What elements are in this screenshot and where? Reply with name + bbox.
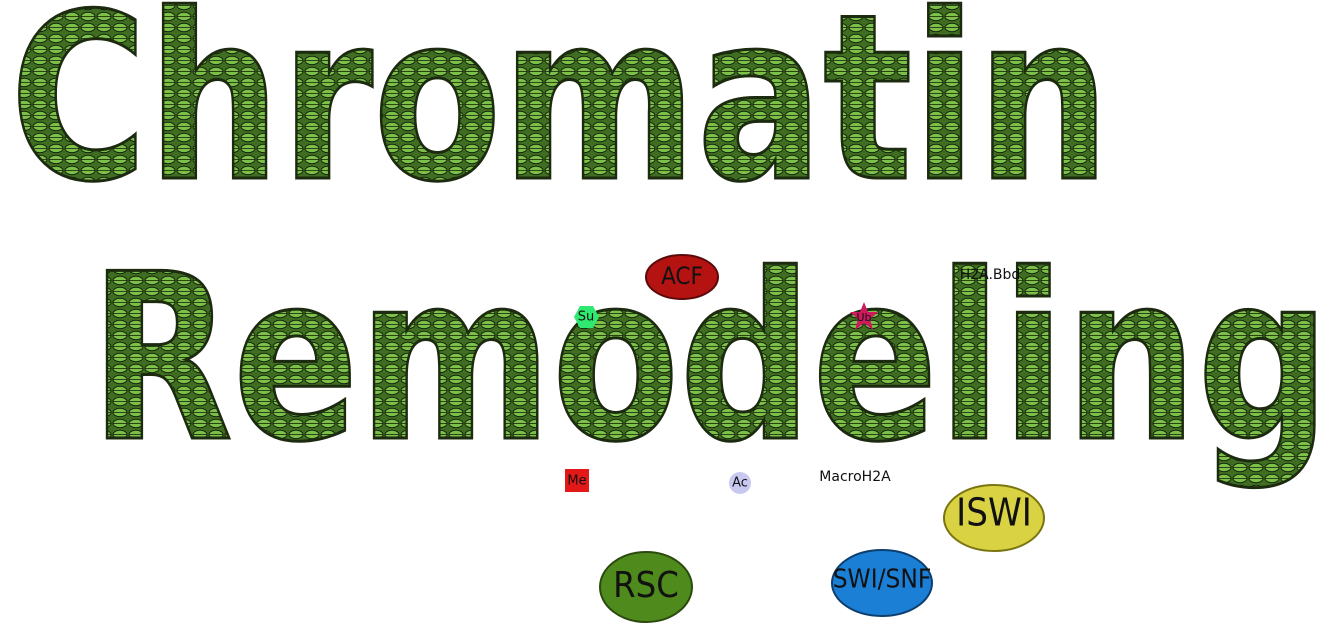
variant-label: MacroH2A [819,469,891,485]
label: Su [578,310,595,325]
complex-rsc: RSC [600,552,692,622]
label: Ub [856,311,871,324]
label: ISWI [956,491,1032,535]
mod-me: Me [565,469,589,492]
label: Me [567,474,586,489]
complex-swi-snf: SWI/SNF [832,550,932,616]
label: Ac [732,476,748,491]
complex-iswi: ISWI [944,485,1044,551]
title-line-1: Chromatin [10,0,1110,233]
label: RSC [613,565,679,606]
label: SWI/SNF [833,565,932,595]
variant-label: H2A.Bbd [960,267,1021,283]
illustration: Chromatin Remodeling ACF RSC SWI/SNF ISW… [0,0,1342,624]
label: ACF [661,262,703,290]
mod-ac: Ac [729,472,751,494]
complex-acf: ACF [646,255,718,299]
